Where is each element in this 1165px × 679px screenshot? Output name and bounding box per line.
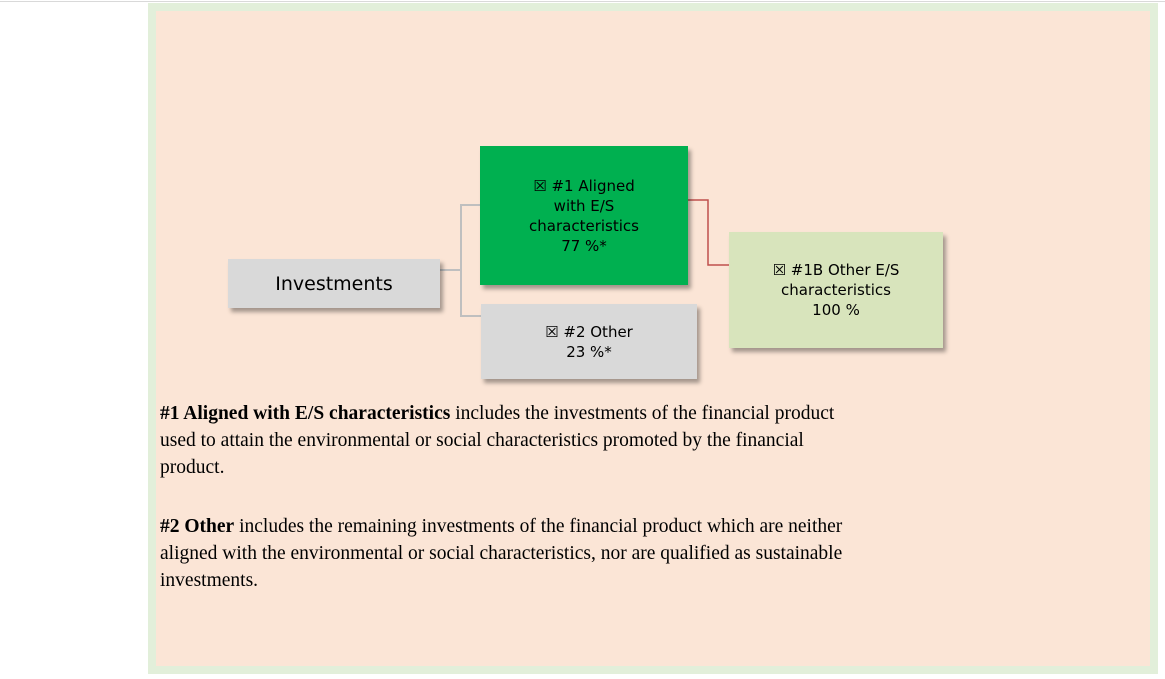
node: ☒ #1B Other E/S characteristics 100 %: [729, 232, 943, 348]
node: Investments: [228, 259, 440, 308]
bold-term: #1 Aligned with E/S characteristics: [160, 403, 451, 424]
text: investments.: [160, 570, 259, 591]
text-line: aligned with the environmental or social…: [160, 540, 842, 567]
node-label: characteristics: [529, 216, 639, 235]
node-label: ☒ #1B Other E/S: [772, 261, 900, 279]
text: product.: [160, 457, 225, 478]
node: ☒ #1 Aligned with E/S characteristics 77 %*: [480, 146, 688, 285]
connector: [688, 199, 729, 266]
node-label: ☒ #1 Aligned: [533, 176, 635, 195]
text-line: product.: [160, 454, 834, 481]
connector: [440, 269, 481, 317]
text-line: #1 Aligned with E/S characteristics incl…: [160, 400, 834, 427]
paragraph: #1 Aligned with E/S characteristics incl…: [160, 400, 834, 481]
connector: [440, 204, 480, 271]
node: ☒ #2 Other 23 %*: [481, 304, 697, 379]
node-label: ☒ #2 Other: [545, 322, 633, 341]
text: includes the remaining investments of th…: [234, 516, 843, 537]
node-label: Investments: [275, 272, 393, 295]
node-label: 100 %: [812, 301, 860, 319]
text-line: investments.: [160, 567, 842, 594]
node-label: characteristics: [781, 281, 891, 299]
text-line: #2 Other includes the remaining investme…: [160, 513, 842, 540]
top-rule: [0, 1, 1165, 2]
node-label: 23 %*: [566, 342, 612, 361]
paragraph: #2 Other includes the remaining investme…: [160, 513, 842, 594]
text: used to attain the environmental or soci…: [160, 430, 804, 451]
bold-term: #2 Other: [160, 516, 235, 537]
node-label: 77 %*: [561, 236, 607, 255]
text-line: used to attain the environmental or soci…: [160, 427, 834, 454]
text: aligned with the environmental or social…: [160, 543, 843, 564]
node-label: with E/S: [553, 196, 615, 215]
text: includes the investments of the financia…: [450, 403, 835, 424]
